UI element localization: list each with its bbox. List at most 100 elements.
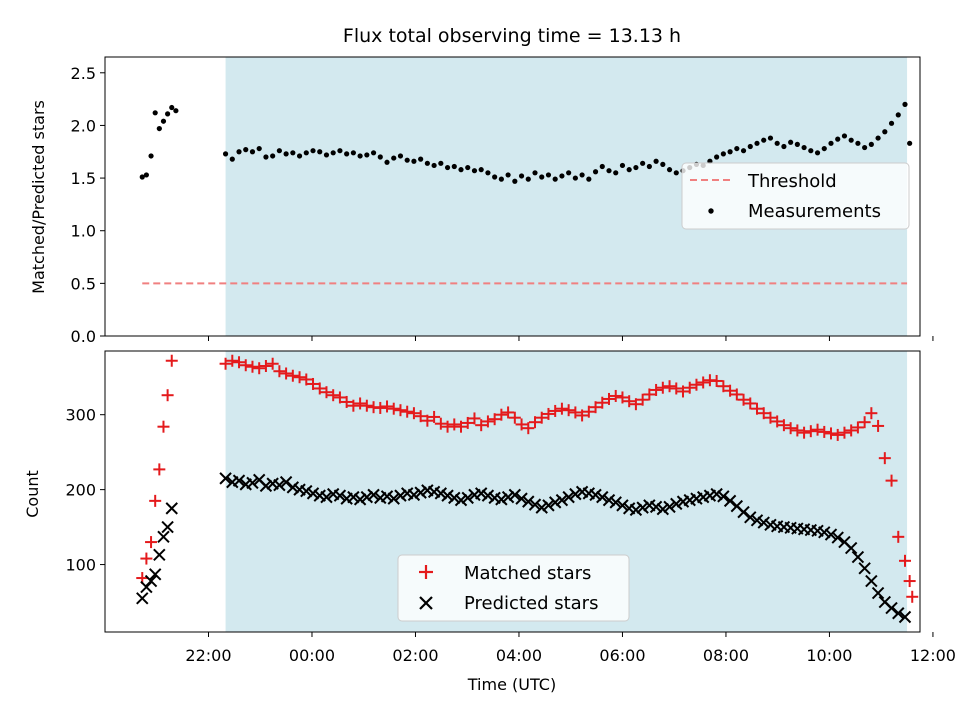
measurement-point-104 bbox=[862, 144, 868, 151]
measurement-point-12 bbox=[243, 147, 249, 153]
predicted-star-point-7 bbox=[165, 502, 178, 515]
measurement-point-34 bbox=[391, 155, 397, 161]
predicted-star-point-104 bbox=[865, 574, 878, 588]
matched-star-point-72 bbox=[650, 383, 663, 396]
matched-star-point-2 bbox=[145, 536, 158, 549]
predicted-star-point-65 bbox=[602, 493, 616, 507]
predicted-star-point-58 bbox=[555, 493, 569, 507]
matched-star-point-110 bbox=[903, 575, 916, 588]
matched-star-point-35 bbox=[401, 405, 414, 418]
measurement-point-23 bbox=[317, 149, 323, 155]
matched-star-point-81 bbox=[710, 374, 723, 387]
predicted-star-point-33 bbox=[387, 492, 400, 505]
matched-star-point-6 bbox=[161, 389, 174, 402]
matched-star-point-38 bbox=[421, 414, 434, 427]
matched-star-point-84 bbox=[730, 388, 743, 401]
measurement-point-85 bbox=[734, 145, 740, 152]
measurement-point-109 bbox=[895, 112, 901, 118]
x-axis-ticks-top bbox=[207, 336, 934, 341]
y-tick-label-top-0: 0.0 bbox=[71, 327, 96, 346]
measurement-point-7 bbox=[169, 104, 175, 111]
matched-star-point-26 bbox=[340, 395, 353, 408]
predicted-star-point-75 bbox=[670, 497, 683, 511]
matched-star-point-45 bbox=[468, 412, 481, 425]
legend-predicted-label: Predicted stars bbox=[464, 593, 598, 614]
measurement-point-39 bbox=[424, 160, 430, 166]
measurement-point-100 bbox=[835, 136, 841, 142]
measurement-point-38 bbox=[418, 156, 424, 162]
measurement-point-47 bbox=[478, 167, 484, 173]
predicted-star-point-88 bbox=[757, 516, 770, 529]
matched-star-point-87 bbox=[751, 402, 763, 415]
measurement-point-31 bbox=[370, 150, 377, 156]
predicted-star-point-6 bbox=[161, 520, 174, 534]
matched-star-point-104 bbox=[865, 407, 878, 420]
matched-star-point-7 bbox=[165, 354, 178, 367]
legend-matched-swatch bbox=[419, 565, 433, 579]
matched-star-point-1 bbox=[140, 552, 153, 565]
matched-star-point-13 bbox=[253, 362, 266, 375]
matched-star-point-61 bbox=[576, 409, 589, 422]
matched-star-point-21 bbox=[307, 377, 320, 390]
measurement-point-33 bbox=[384, 159, 390, 165]
predicted-star-point-40 bbox=[434, 487, 448, 500]
measurement-point-22 bbox=[310, 148, 316, 154]
measurement-point-8 bbox=[173, 108, 179, 114]
matched-star-point-62 bbox=[582, 405, 595, 418]
matched-star-point-25 bbox=[333, 391, 346, 404]
predicted-star-point-27 bbox=[347, 490, 360, 504]
measurement-point-62 bbox=[579, 172, 585, 178]
matched-star-point-103 bbox=[858, 416, 871, 429]
measurement-point-53 bbox=[518, 173, 525, 179]
matched-star-point-63 bbox=[589, 401, 602, 414]
measurement-point-61 bbox=[572, 175, 578, 181]
y-tick-label-top-3: 1.5 bbox=[71, 169, 96, 188]
predicted-star-point-23 bbox=[320, 490, 333, 504]
matched-star-point-76 bbox=[677, 385, 690, 398]
measurement-point-25 bbox=[330, 150, 336, 156]
measurement-point-69 bbox=[626, 167, 632, 173]
legend-measurements-label: Measurements bbox=[748, 201, 881, 222]
predicted-star-point-103 bbox=[858, 562, 871, 575]
matched-star-point-99 bbox=[831, 428, 844, 441]
predicted-star-point-85 bbox=[737, 505, 750, 519]
matched-star-point-40 bbox=[434, 417, 447, 430]
measurement-point-26 bbox=[337, 148, 343, 154]
matched-star-point-5 bbox=[157, 420, 170, 433]
matched-star-point-56 bbox=[542, 407, 555, 420]
measurement-point-75 bbox=[666, 167, 673, 173]
matched-star-point-60 bbox=[569, 406, 582, 419]
x-tick-label-2: 02:00 bbox=[392, 646, 438, 665]
measurement-point-55 bbox=[532, 170, 538, 176]
matched-star-point-58 bbox=[555, 402, 568, 415]
matched-star-point-31 bbox=[374, 401, 387, 414]
measurement-point-63 bbox=[586, 176, 592, 182]
matched-star-point-48 bbox=[488, 413, 501, 426]
measurement-point-107 bbox=[882, 129, 888, 135]
predicted-star-point-50 bbox=[501, 490, 515, 504]
measurement-point-99 bbox=[828, 140, 834, 146]
predicted-star-point-82 bbox=[717, 490, 730, 503]
measurement-point-97 bbox=[814, 150, 821, 156]
measurement-point-95 bbox=[801, 144, 807, 151]
y-tick-label-bottom-1: 200 bbox=[65, 481, 96, 500]
predicted-star-point-20 bbox=[300, 484, 313, 498]
measurement-point-46 bbox=[471, 168, 478, 174]
matched-star-point-36 bbox=[407, 407, 420, 420]
measurement-point-32 bbox=[377, 154, 383, 160]
matched-star-point-57 bbox=[549, 404, 562, 417]
bottom-panel: 100 200 300 22:00 00:00 02:00 04:00 06:00 08:00… bbox=[23, 350, 956, 694]
predicted-star-point-32 bbox=[380, 490, 394, 503]
measurement-point-83 bbox=[720, 151, 726, 157]
measurement-point-60 bbox=[566, 170, 572, 176]
measurement-point-76 bbox=[673, 170, 679, 176]
matched-star-point-68 bbox=[623, 395, 636, 408]
measurement-point-24 bbox=[323, 152, 330, 158]
measurement-point-68 bbox=[619, 162, 626, 169]
measurement-point-72 bbox=[646, 163, 652, 170]
legend-measurements-swatch bbox=[708, 208, 714, 214]
predicted-star-point-28 bbox=[353, 493, 367, 506]
x-tick-label-3: 04:00 bbox=[496, 646, 542, 665]
measurement-point-94 bbox=[794, 141, 800, 147]
matched-stars-series bbox=[136, 354, 919, 603]
